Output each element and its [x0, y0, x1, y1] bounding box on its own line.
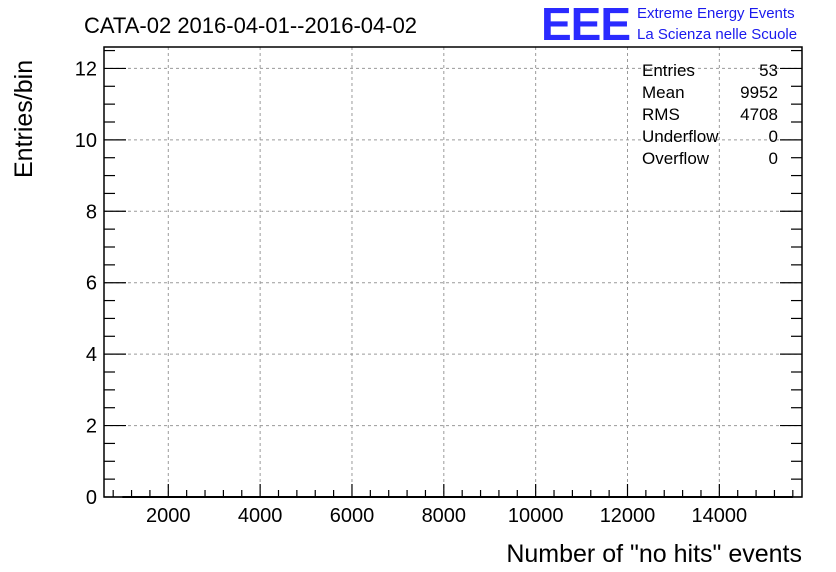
x-tick-label: 14000: [692, 505, 748, 527]
histogram-bin: [276, 461, 283, 497]
histogram-bin: [228, 461, 235, 497]
x-tick-label: 8000: [422, 505, 467, 527]
histogram-bin: [758, 68, 765, 497]
logo-line-1: Extreme Energy Events: [637, 5, 795, 22]
histogram-bin: [242, 426, 249, 497]
histogram-bin: [249, 461, 256, 497]
histogram-bin: [497, 461, 504, 497]
stats-label: Mean: [642, 83, 685, 102]
y-tick-label: 8: [86, 201, 97, 223]
x-tick-label: 10000: [508, 505, 564, 527]
stats-value: 9952: [740, 83, 778, 102]
histogram-bin: [304, 426, 311, 497]
stats-value: 4708: [740, 105, 778, 124]
chart-title: CATA-02 2016-04-01--2016-04-02: [84, 13, 417, 38]
y-axis: 0 2 4 6 8 10 12: [75, 49, 802, 509]
y-tick-label: 10: [75, 130, 97, 152]
histogram-bin: [669, 461, 676, 497]
y-tick-label: 6: [86, 273, 97, 295]
y-tick-label: 4: [86, 344, 97, 366]
stats-label: Entries: [642, 61, 695, 80]
y-tick-label: 2: [86, 416, 97, 438]
histogram-bin: [145, 461, 152, 497]
histogram-bin: [297, 461, 304, 497]
histogram-bin: [483, 426, 490, 497]
histogram-bin: [262, 461, 269, 497]
x-tick-label: 6000: [330, 505, 375, 527]
histogram-bin: [407, 461, 414, 497]
x-axis: 2000 4000 6000 8000 10000 12000 14000: [112, 484, 794, 527]
histogram-bin: [400, 426, 407, 497]
plot-frame: [103, 46, 803, 498]
grid-lines: [104, 47, 802, 497]
histogram-bin: [435, 461, 442, 497]
histogram-bin: [200, 426, 207, 497]
histogram-bin: [696, 461, 703, 497]
x-tick-label: 2000: [146, 505, 191, 527]
histogram-bin: [531, 461, 538, 497]
stats-value: 0: [769, 127, 778, 146]
x-tick-label: 12000: [600, 505, 656, 527]
eee-logo: EEE Extreme Energy Events La Scienza nel…: [541, 0, 797, 50]
stats-value: 53: [759, 61, 778, 80]
logo-mark: EEE: [541, 0, 630, 50]
x-axis-label: Number of "no hits" events: [506, 540, 802, 568]
logo-line-2: La Scienza nelle Scuole: [637, 26, 797, 43]
histogram-bin: [765, 318, 772, 497]
stats-label: RMS: [642, 105, 680, 124]
stats-label: Overflow: [642, 149, 710, 168]
histogram-bin: [751, 426, 758, 497]
y-axis-label: Entries/bin: [10, 60, 38, 178]
y-tick-label: 0: [86, 487, 97, 509]
y-tick-label: 12: [75, 58, 97, 80]
histogram-bin: [510, 461, 517, 497]
histogram-bin: [318, 461, 325, 497]
histogram-bin: [132, 461, 139, 497]
histogram-bin: [414, 461, 421, 497]
stats-label: Underflow: [642, 127, 719, 146]
histogram-bin: [469, 461, 476, 497]
histogram-bin: [572, 461, 579, 497]
x-tick-label: 4000: [238, 505, 283, 527]
stats-value: 0: [769, 149, 778, 168]
histogram-bin: [311, 461, 318, 497]
histogram-bin: [621, 426, 628, 497]
histogram-bin: [421, 461, 428, 497]
histogram-bin: [579, 461, 586, 497]
stats-box: Entries 53 Mean 9952 RMS 4708 Underflow 0 Overfl…: [642, 61, 778, 168]
histogram-bin: [738, 461, 745, 497]
